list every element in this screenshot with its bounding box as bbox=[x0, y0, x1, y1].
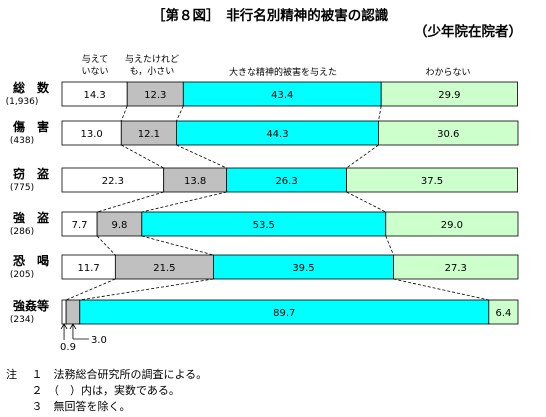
connector-line bbox=[378, 105, 382, 122]
connector-line bbox=[79, 278, 214, 301]
category-label: 傷 害 bbox=[12, 119, 49, 134]
bar-segment bbox=[61, 167, 165, 193]
bar-segment bbox=[114, 254, 214, 280]
data-label: 12.3 bbox=[144, 90, 166, 101]
connector-line bbox=[65, 278, 116, 301]
data-label: 43.4 bbox=[271, 90, 293, 101]
legend-label-1: 与えて bbox=[82, 54, 109, 65]
legend-label-2: も，小さい bbox=[130, 66, 175, 77]
legend-label-3: 大きな精神的被害を与えた bbox=[229, 66, 337, 78]
data-label: 9.8 bbox=[112, 220, 128, 231]
chart-subtitle: （少年院在院者） bbox=[414, 24, 522, 40]
footnotes: 注 １ 法務総合研究所の調査による。 ２ （ ）内は，実数である。 ３ 無回答を… bbox=[6, 367, 207, 415]
data-label: 14.3 bbox=[83, 90, 105, 101]
connector-line bbox=[141, 191, 227, 213]
legend-label-1: いない bbox=[81, 66, 108, 77]
category-count: (286) bbox=[10, 227, 34, 237]
data-label: 53.5 bbox=[253, 220, 275, 231]
data-label: 26.3 bbox=[275, 176, 297, 187]
chart-title: ［第８図］ 非行名別精神的被害の認識 bbox=[152, 8, 389, 24]
data-label: 37.5 bbox=[421, 176, 443, 187]
callout-label: 3.0 bbox=[91, 335, 107, 346]
data-label: 6.4 bbox=[495, 308, 511, 319]
bar-segment bbox=[176, 120, 379, 146]
note-text: 法務総合研究所の調査による。 bbox=[53, 368, 208, 381]
bar-segment bbox=[385, 211, 519, 237]
note-row-1: 注 １ 法務総合研究所の調査による。 bbox=[6, 367, 207, 383]
callout-arrow bbox=[60, 323, 68, 330]
category-label: 窃 盗 bbox=[13, 166, 49, 181]
bar-segment bbox=[182, 81, 382, 107]
data-label: 13.8 bbox=[184, 176, 206, 187]
bar-segment bbox=[61, 254, 116, 280]
bar-segment bbox=[120, 120, 177, 146]
bar-segment bbox=[346, 167, 518, 193]
category-label: 強 盗 bbox=[13, 210, 49, 225]
data-label: 27.3 bbox=[445, 263, 467, 274]
data-label: 11.7 bbox=[78, 263, 100, 274]
connector-line bbox=[141, 235, 214, 256]
category-count: (1,936) bbox=[6, 97, 39, 107]
note-row-3: ３ 無回答を除く。 bbox=[6, 399, 207, 415]
bar-segment bbox=[488, 299, 519, 325]
data-label: 39.5 bbox=[292, 263, 314, 274]
category-label: 総 数 bbox=[13, 80, 50, 95]
data-label: 30.6 bbox=[437, 129, 459, 140]
bar-segment bbox=[141, 211, 387, 237]
connector-line bbox=[120, 105, 128, 122]
note-text: （ ）内は，実数である。 bbox=[53, 384, 180, 397]
data-label: 21.5 bbox=[153, 263, 175, 274]
bar-segment bbox=[61, 81, 128, 107]
category-count: (205) bbox=[10, 270, 34, 280]
category-label: 強姦等 bbox=[13, 298, 49, 313]
bar-segment bbox=[61, 211, 98, 237]
connector-line bbox=[96, 191, 164, 213]
bar-segment bbox=[393, 254, 519, 280]
data-label: 12.1 bbox=[138, 129, 160, 140]
connector-line bbox=[96, 235, 116, 256]
bar-segment bbox=[61, 299, 67, 325]
note-number: ２ bbox=[31, 384, 43, 397]
data-label: 13.0 bbox=[81, 129, 103, 140]
data-label: 29.0 bbox=[441, 220, 463, 231]
legend-label-4: わからない bbox=[425, 67, 470, 78]
note-row-2: ２ （ ）内は，実数である。 bbox=[6, 383, 207, 399]
callout-label: 0.9 bbox=[60, 342, 76, 353]
connector-line bbox=[176, 105, 184, 122]
connector-line bbox=[346, 191, 386, 213]
category-count: (438) bbox=[10, 136, 34, 146]
data-label: 22.3 bbox=[102, 176, 124, 187]
data-label: 44.3 bbox=[266, 129, 288, 140]
category-label: 恐 喝 bbox=[13, 254, 49, 268]
note-number: ３ bbox=[31, 400, 43, 413]
bar-segment bbox=[65, 299, 81, 325]
connector-line bbox=[121, 144, 164, 169]
category-count: (775) bbox=[10, 183, 34, 193]
data-label: 89.7 bbox=[273, 308, 295, 319]
connector-line bbox=[385, 235, 394, 256]
category-count: (234) bbox=[10, 315, 34, 325]
bar-segment bbox=[378, 120, 519, 146]
callout-arrow bbox=[69, 323, 77, 330]
note-number: １ bbox=[31, 368, 43, 381]
data-label: 7.7 bbox=[72, 220, 88, 231]
connector-line bbox=[176, 144, 227, 169]
note-prefix: 注 bbox=[6, 368, 17, 381]
bar-segment bbox=[61, 120, 122, 146]
legend-label-2: 与えたけれど bbox=[125, 54, 179, 65]
note-text: 無回答を除く。 bbox=[53, 400, 131, 413]
connector-line bbox=[346, 144, 379, 169]
bar-segment bbox=[226, 167, 347, 193]
bar-segment bbox=[212, 254, 394, 280]
data-label: 29.9 bbox=[438, 90, 460, 101]
connector-line bbox=[393, 278, 489, 301]
bar-segment bbox=[380, 81, 518, 107]
